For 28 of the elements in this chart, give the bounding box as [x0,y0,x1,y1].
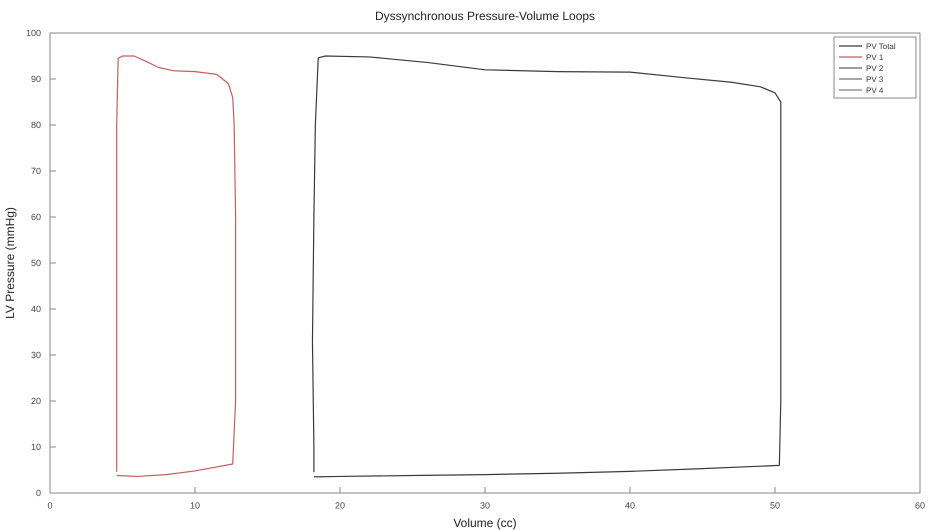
x-tick-label: 50 [770,500,780,510]
y-tick-label: 80 [30,120,41,130]
x-tick-label: 10 [190,500,200,510]
y-tick-label: 90 [30,74,41,84]
chart-title: Dyssynchronous Pressure-Volume Loops [374,9,596,23]
line-series [116,55,236,478]
y-tick-label: 10 [30,442,41,452]
legend-label: PV Total [866,42,896,51]
y-tick-label: 40 [30,304,41,314]
line-series [312,55,782,478]
legend-label: PV 2 [866,64,884,73]
x-axis-title: Volume (cc) [453,516,517,530]
x-tick-label: 20 [334,500,346,510]
x-tick-label: 40 [624,500,636,510]
y-tick-label: 60 [30,212,41,222]
y-tick-label: 30 [30,350,41,360]
x-tick-label: 30 [480,500,490,510]
y-tick-label: 70 [30,166,41,176]
y-tick-label: 0 [36,488,41,498]
y-tick-label: 20 [30,396,41,406]
y-axis-title: LV Pressure (mmHg) [3,207,17,319]
x-tick-label: 0 [47,500,53,510]
x-tick-label: 60 [914,500,926,510]
legend-label: PV 4 [866,86,884,95]
legend-label: PV 1 [866,53,884,62]
y-tick-label: 100 [26,28,41,38]
legend-label: PV 3 [866,75,884,84]
y-tick-label: 50 [30,258,41,268]
